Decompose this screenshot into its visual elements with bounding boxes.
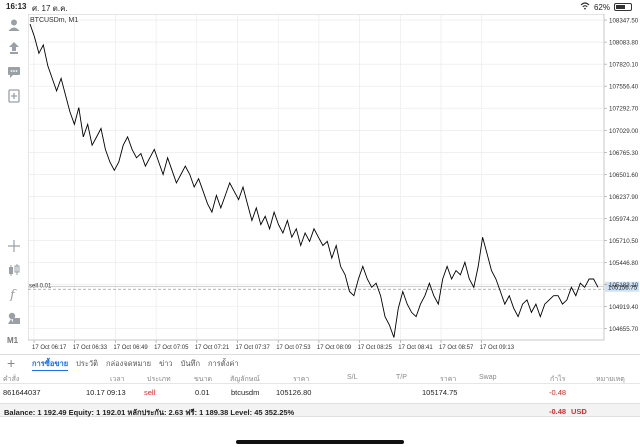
y-tick-label: 105710.50 xyxy=(609,238,639,245)
left-toolbar: f M1 xyxy=(0,14,28,354)
row-open-price: 105126.80 xyxy=(276,388,312,397)
account-icon[interactable] xyxy=(6,17,22,33)
row-price: 105174.75 xyxy=(422,388,458,397)
status-bar: 16:13 ศ. 17 ต.ค. 62% xyxy=(0,0,640,14)
candles-icon[interactable] xyxy=(6,262,22,278)
status-time: 16:13 xyxy=(6,2,27,11)
chat-icon[interactable] xyxy=(6,64,22,80)
col-header-open-price: ราคา xyxy=(293,376,310,383)
wifi-icon xyxy=(580,2,590,12)
col-header-comment: หมายเหตุ xyxy=(596,376,625,383)
balance-bar: Balance: 1 192.49 Equity: 1 192.01 หลักป… xyxy=(0,403,640,417)
y-tick-label: 105446.80 xyxy=(609,260,639,267)
current-price-label: 105156.75 xyxy=(608,284,638,291)
battery-icon xyxy=(614,3,632,11)
x-tick-label: 17 Oct 08:41 xyxy=(398,345,433,351)
balance-text: Balance: 1 192.49 Equity: 1 192.01 หลักป… xyxy=(4,408,295,417)
col-header-time: เวลา xyxy=(110,376,125,383)
y-tick-label: 107556.40 xyxy=(609,84,639,91)
y-tick-label: 105974.20 xyxy=(609,216,639,223)
row-ticket: 861644037 xyxy=(3,388,41,397)
x-tick-label: 17 Oct 07:05 xyxy=(154,345,189,351)
row-time: 10.17 09:13 xyxy=(86,388,126,397)
x-tick-label: 17 Oct 08:25 xyxy=(358,345,393,351)
table-header: คำสั่ง เวลา ประเภท ขนาด สัญลักษณ์ ราคา S… xyxy=(0,372,640,384)
status-right: 62% xyxy=(580,2,632,12)
y-tick-label: 106501.60 xyxy=(609,172,639,179)
y-tick-label: 104655.70 xyxy=(609,326,639,333)
row-type: sell xyxy=(144,388,156,397)
col-header-sl: S/L xyxy=(347,374,358,381)
col-header-profit: กำไร xyxy=(550,376,566,383)
x-tick-label: 17 Oct 07:53 xyxy=(276,345,311,351)
y-tick-label: 107820.10 xyxy=(609,62,639,69)
indicator-icon[interactable]: f xyxy=(6,286,22,302)
symbol-label: BTCUSDm, M1 xyxy=(30,17,78,24)
tab-3[interactable]: ข่าว xyxy=(159,359,173,368)
tab-list: การซื้อขาย ประวัติ กล่องจดหมาย ข่าว บันทึก กา… xyxy=(32,358,239,371)
current-price-tag xyxy=(605,281,639,292)
price-chart[interactable]: sell 0.01 105156.75 108347.50 108083.80 107… xyxy=(27,13,640,354)
y-tick-label: 107292.70 xyxy=(609,106,639,113)
col-header-tp: T/P xyxy=(396,374,407,381)
y-tick-label: 107029.00 xyxy=(609,128,639,135)
tab-4[interactable]: บันทึก xyxy=(180,359,201,368)
tab-5[interactable]: การตั้งค่า xyxy=(208,359,239,368)
tab-1[interactable]: ประวัติ xyxy=(76,359,99,368)
x-tick-label: 17 Oct 06:33 xyxy=(73,345,108,351)
tab-0[interactable]: การซื้อขาย xyxy=(32,358,69,371)
col-header-ticket: คำสั่ง xyxy=(3,376,20,383)
col-header-volume: ขนาด xyxy=(194,376,213,383)
tab-2[interactable]: กล่องจดหมาย xyxy=(106,359,152,368)
y-tick-label: 108347.50 xyxy=(609,18,639,25)
row-profit: -0.48 xyxy=(549,388,567,397)
y-tick-label: 108083.80 xyxy=(609,40,639,47)
x-tick-label: 17 Oct 07:21 xyxy=(195,345,230,351)
chart-canvas[interactable]: sell 0.01 105156.75 108347.50 108083.80 107… xyxy=(27,13,640,354)
table-row[interactable]: 861644037 10.17 09:13 sell 0.01 btcusdm … xyxy=(0,386,640,400)
trade-icon[interactable] xyxy=(6,40,22,56)
tabs-row: + การซื้อขาย ประวัติ กล่องจดหมาย ข่าว บันทึก… xyxy=(0,354,640,371)
battery-percent: 62% xyxy=(593,2,610,12)
row-symbol: btcusdm xyxy=(231,388,260,397)
x-tick-label: 17 Oct 08:09 xyxy=(317,345,352,351)
col-header-type: ประเภท xyxy=(147,376,171,383)
x-tick-label: 17 Oct 06:17 xyxy=(32,345,67,351)
objects-icon[interactable] xyxy=(6,310,22,326)
y-tick-label: 104919.40 xyxy=(609,304,639,311)
y-tick-label: 106237.90 xyxy=(609,194,639,201)
x-tick-label: 17 Oct 06:49 xyxy=(113,345,148,351)
col-header-symbol: สัญลักษณ์ xyxy=(230,376,260,383)
new-order-icon[interactable] xyxy=(6,88,22,104)
status-date: ศ. 17 ต.ค. xyxy=(32,4,68,13)
plus-icon[interactable]: + xyxy=(7,355,16,371)
home-indicator[interactable] xyxy=(236,440,404,444)
svg-text:f: f xyxy=(9,288,17,301)
y-tick-label: 106765.30 xyxy=(609,150,639,157)
col-header-swap: Swap xyxy=(479,374,497,381)
crosshair-icon[interactable] xyxy=(6,238,22,254)
currency-label: USD xyxy=(571,407,587,416)
order-label: sell 0.01 xyxy=(29,283,52,289)
row-volume: 0.01 xyxy=(195,388,210,397)
timeframe-button[interactable]: M1 xyxy=(7,336,19,345)
total-profit: -0.48 xyxy=(549,407,567,416)
plot-frame xyxy=(27,13,605,341)
x-tick-label: 17 Oct 09:13 xyxy=(480,345,515,351)
battery-fill xyxy=(616,5,625,9)
y-tick-label: 105183.10 xyxy=(609,282,639,289)
x-tick-label: 17 Oct 07:37 xyxy=(236,345,271,351)
col-header-price: ราคา xyxy=(440,376,457,383)
price-series-line xyxy=(29,23,599,338)
x-tick-label: 17 Oct 08:57 xyxy=(439,345,474,351)
